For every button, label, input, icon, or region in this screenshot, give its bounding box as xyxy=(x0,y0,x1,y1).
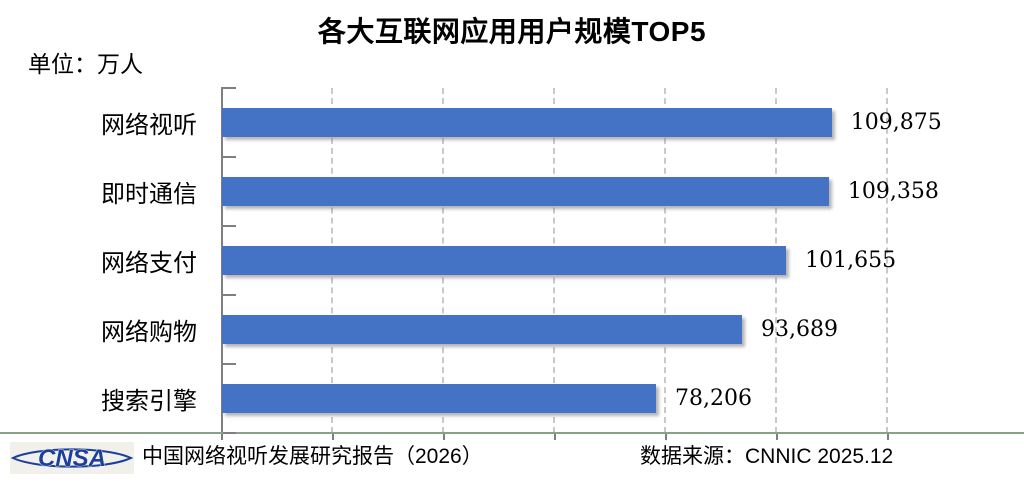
data-source: 数据来源：CNNIC 2025.12 xyxy=(640,445,894,468)
logo-background xyxy=(10,442,134,474)
category-label-网络视听: 网络视听 xyxy=(101,111,197,139)
value-axis-tick xyxy=(443,434,445,440)
bar-网络支付 xyxy=(222,246,787,275)
unit-label: 单位：万人 xyxy=(28,52,143,78)
value-label-网络购物: 93,689 xyxy=(760,317,838,342)
value-axis-tick xyxy=(665,434,667,440)
category-label-网络支付: 网络支付 xyxy=(101,249,197,277)
category-label-搜索引擎: 搜索引擎 xyxy=(101,387,197,415)
cnsa-logo: CNSA xyxy=(10,442,134,474)
value-axis-tick xyxy=(554,434,556,440)
category-axis-tick xyxy=(223,294,236,296)
value-axis-tick xyxy=(776,434,778,440)
category-axis-tick xyxy=(223,87,236,89)
category-axis-tick xyxy=(223,363,236,365)
category-axis-tick xyxy=(223,225,236,227)
bar-row-2: 109,358 xyxy=(222,157,939,226)
value-axis-tick xyxy=(887,434,889,440)
category-axis-labels: 网络视听即时通信网络支付网络购物搜索引擎 xyxy=(0,88,197,433)
logo-lens-shape xyxy=(10,448,134,468)
value-label-网络支付: 101,655 xyxy=(805,248,897,273)
category-label-网络购物: 网络购物 xyxy=(101,318,197,346)
bar-row-5: 78,206 xyxy=(222,364,888,433)
bar-网络视听 xyxy=(222,108,832,137)
value-label-搜索引擎: 78,206 xyxy=(675,386,753,411)
bar-即时通信 xyxy=(222,177,829,206)
category-axis-tick xyxy=(223,432,236,434)
bar-row-3: 101,655 xyxy=(222,226,896,295)
report-title: 中国网络视听发展研究报告（2026） xyxy=(142,445,483,468)
logo-text: CNSA xyxy=(38,445,106,472)
bar-网络购物 xyxy=(222,315,742,344)
value-axis-tick xyxy=(332,434,334,440)
value-label-即时通信: 109,358 xyxy=(847,179,939,204)
bar-搜索引擎 xyxy=(222,384,657,413)
value-axis-tick xyxy=(221,434,223,440)
gridline-120000 xyxy=(886,88,888,433)
value-axis-line xyxy=(0,432,1024,434)
bar-row-4: 93,689 xyxy=(222,295,888,364)
category-label-即时通信: 即时通信 xyxy=(101,180,197,208)
bar-row-1: 109,875 xyxy=(222,88,942,157)
chart-title: 各大互联网应用用户规模TOP5 xyxy=(317,16,707,47)
plot-area: 109,875 109,358 101,655 93,689 78,206 xyxy=(222,88,942,433)
category-axis-tick xyxy=(223,156,236,158)
value-label-网络视听: 109,875 xyxy=(850,110,942,135)
